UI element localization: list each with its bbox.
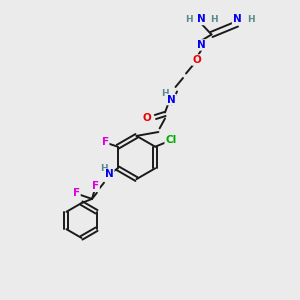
Text: O: O xyxy=(192,55,201,65)
Text: O: O xyxy=(142,112,152,123)
Text: N: N xyxy=(197,14,206,25)
Text: H: H xyxy=(247,15,254,24)
Text: H: H xyxy=(185,15,193,24)
Text: H: H xyxy=(161,89,169,98)
Text: F: F xyxy=(73,188,80,199)
Text: H: H xyxy=(210,15,218,24)
Text: F: F xyxy=(92,181,99,191)
Text: N: N xyxy=(232,14,242,25)
Text: H: H xyxy=(100,164,108,173)
Text: N: N xyxy=(197,40,206,50)
Text: F: F xyxy=(102,137,109,147)
Text: Cl: Cl xyxy=(165,135,176,145)
Text: N: N xyxy=(105,169,114,179)
Text: N: N xyxy=(167,94,176,105)
